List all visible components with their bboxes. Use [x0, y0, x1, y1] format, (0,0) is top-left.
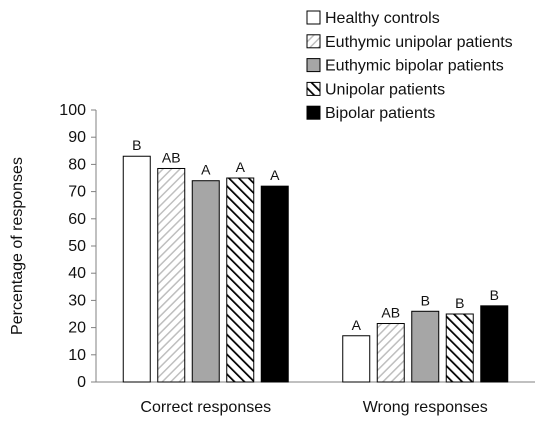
bar-wrong-series-3	[411, 310, 440, 383]
bar-significance-label: AB	[162, 149, 181, 165]
y-tick-label: 100	[59, 102, 86, 119]
bar-correct-series-3	[191, 180, 220, 383]
y-axis-title: Percentage of responses	[9, 157, 26, 335]
legend-label: Euthymic unipolar patients	[325, 34, 513, 51]
bar-significance-label: B	[132, 137, 141, 153]
bar-significance-label: A	[352, 317, 362, 333]
legend-label: Unipolar patients	[325, 81, 445, 98]
legend-swatch-4	[306, 81, 321, 96]
bar-wrong-series-5	[480, 305, 509, 383]
y-tick-label: 40	[68, 265, 86, 282]
bar-wrong-series-2	[376, 323, 405, 383]
bar-wrong-series-4	[445, 313, 474, 383]
legend-swatch-1	[306, 10, 321, 25]
x-category-label: Correct responses	[140, 399, 271, 416]
bar-significance-label: AB	[381, 305, 400, 321]
legend-label: Bipolar patients	[325, 105, 435, 122]
y-tick-label: 20	[68, 320, 86, 337]
legend-swatch-2	[306, 34, 321, 49]
y-tick-label: 30	[68, 292, 86, 309]
y-tick-label: 50	[68, 238, 86, 255]
bar-correct-series-4	[226, 177, 255, 383]
x-category-label: Wrong responses	[363, 399, 488, 416]
bar-significance-label: B	[421, 292, 430, 308]
y-tick-label: 70	[68, 184, 86, 201]
bar-correct-series-1	[122, 155, 151, 383]
legend-label: Healthy controls	[325, 10, 440, 27]
y-tick-label: 90	[68, 129, 86, 146]
chart-legend: Healthy controls Euthymic unipolar patien…	[306, 10, 513, 122]
bar-significance-label: B	[455, 295, 464, 311]
y-tick-label: 10	[68, 347, 86, 364]
y-tick-label: 80	[68, 156, 86, 173]
bar-significance-label: A	[201, 162, 211, 178]
bar-correct-series-2	[157, 167, 186, 383]
legend-swatch-5	[306, 105, 321, 120]
bar-correct-series-5	[260, 185, 289, 383]
bar-significance-label: A	[270, 167, 280, 183]
bar-significance-label: B	[490, 287, 499, 303]
plot-area: 0 10 20 30 40 50 60 70 80 90 100 Percentage of resp…	[9, 102, 535, 416]
y-tick-label: 60	[68, 211, 86, 228]
legend-label: Euthymic bipolar patients	[325, 58, 504, 75]
bar-significance-label: A	[236, 159, 246, 175]
legend-swatch-3	[306, 58, 321, 73]
bar-wrong-series-1	[342, 335, 371, 383]
y-tick-label: 0	[77, 374, 86, 391]
